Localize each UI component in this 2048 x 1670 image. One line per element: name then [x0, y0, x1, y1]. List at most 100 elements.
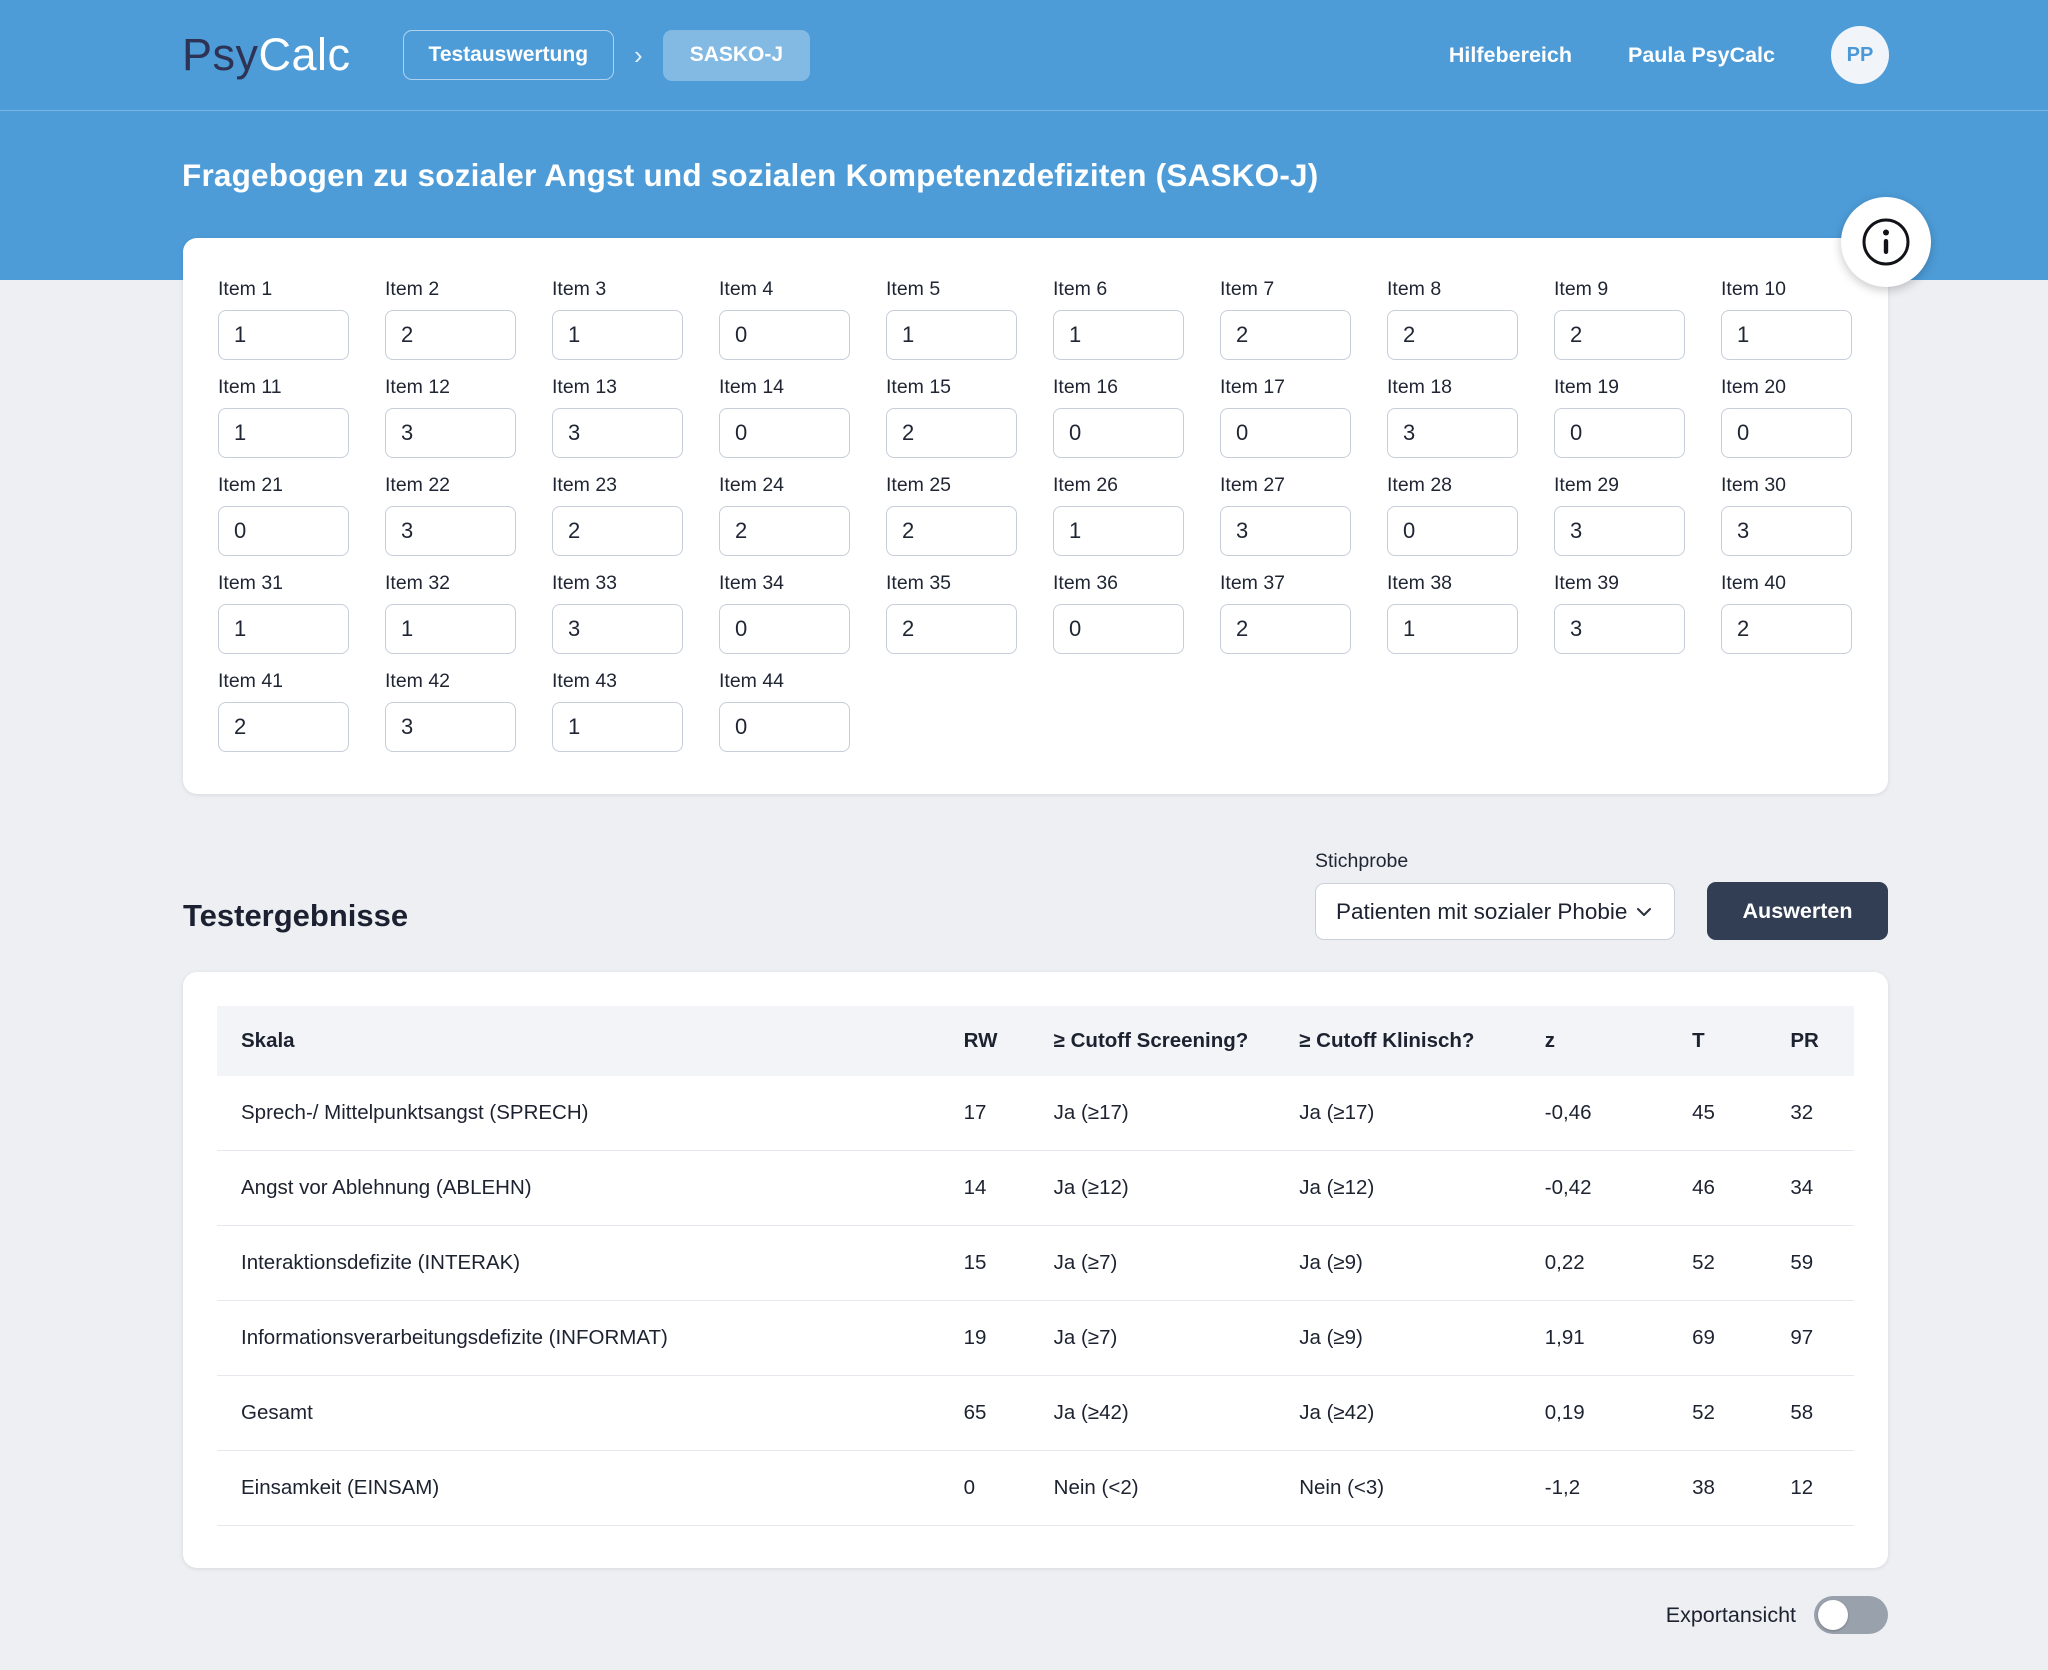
item-input-4[interactable] [719, 310, 850, 360]
export-toggle[interactable] [1814, 1596, 1888, 1634]
item-label-30: Item 30 [1721, 474, 1787, 496]
results-table-head: Skala RW ≥ Cutoff Screening? ≥ Cutoff Klini… [217, 1006, 1854, 1076]
item-input-33[interactable] [552, 604, 683, 654]
results-cell-cutoff_klinisch: Ja (≥9) [1289, 1225, 1535, 1301]
item-input-29[interactable] [1554, 506, 1685, 556]
page-title: Fragebogen zu sozialer Angst und soziale… [182, 157, 1319, 193]
item-input-24[interactable] [719, 506, 850, 556]
results-cell-skala: Informationsverarbeitungsdefizite (INFOR… [217, 1300, 954, 1376]
item-input-37[interactable] [1220, 604, 1351, 654]
results-cell-cutoff_screening: Ja (≥7) [1043, 1225, 1290, 1301]
item-input-34[interactable] [719, 604, 850, 654]
item-label-4: Item 4 [719, 278, 774, 300]
results-row-6: Einsamkeit (EINSAM) 0 Nein (<2) Nein (<3) -1… [217, 1450, 1854, 1526]
item-input-8[interactable] [1387, 310, 1518, 360]
item-input-27[interactable] [1220, 506, 1351, 556]
item-label-22: Item 22 [385, 474, 451, 496]
results-cell-cutoff_klinisch: Ja (≥9) [1289, 1300, 1535, 1376]
results-cell-cutoff_screening: Ja (≥42) [1043, 1375, 1290, 1451]
item-input-36[interactable] [1053, 604, 1184, 654]
item-label-32: Item 32 [385, 572, 451, 594]
item-label-7: Item 7 [1220, 278, 1275, 300]
results-cell-t: 69 [1682, 1300, 1781, 1376]
item-label-21: Item 21 [218, 474, 284, 496]
results-col-header-6: T [1682, 1006, 1781, 1076]
item-input-19[interactable] [1554, 408, 1685, 458]
item-cell: Item 41 [218, 670, 349, 752]
item-cell: Item 34 [719, 572, 850, 654]
item-cell: Item 2 [385, 278, 516, 360]
item-input-30[interactable] [1721, 506, 1852, 556]
item-label-27: Item 27 [1220, 474, 1286, 496]
export-toggle-knob [1818, 1600, 1848, 1630]
results-row-1: Sprech-/ Mittelpunktsangst (SPRECH) 17 Ja … [217, 1076, 1854, 1151]
item-input-18[interactable] [1387, 408, 1518, 458]
item-input-7[interactable] [1220, 310, 1351, 360]
breadcrumb-testauswertung[interactable]: Testauswertung [402, 30, 615, 80]
results-cell-cutoff_klinisch: Ja (≥42) [1289, 1375, 1535, 1451]
item-label-23: Item 23 [552, 474, 618, 496]
item-label-11: Item 11 [218, 376, 282, 398]
results-cell-skala: Gesamt [217, 1375, 954, 1451]
item-input-13[interactable] [552, 408, 683, 458]
item-input-12[interactable] [385, 408, 516, 458]
item-input-5[interactable] [886, 310, 1017, 360]
item-cell: Item 17 [1220, 376, 1351, 458]
results-cell-cutoff_klinisch: Ja (≥17) [1289, 1076, 1535, 1151]
item-input-11[interactable] [218, 408, 349, 458]
item-label-40: Item 40 [1721, 572, 1787, 594]
breadcrumb-sasko-j[interactable]: SASKO-J [662, 29, 811, 81]
item-input-20[interactable] [1721, 408, 1852, 458]
item-input-28[interactable] [1387, 506, 1518, 556]
item-input-3[interactable] [552, 310, 683, 360]
item-input-6[interactable] [1053, 310, 1184, 360]
item-input-39[interactable] [1554, 604, 1685, 654]
item-cell: Item 9 [1554, 278, 1685, 360]
item-input-38[interactable] [1387, 604, 1518, 654]
item-input-22[interactable] [385, 506, 516, 556]
results-cell-z: 0,19 [1534, 1375, 1683, 1451]
item-input-31[interactable] [218, 604, 349, 654]
item-input-9[interactable] [1554, 310, 1685, 360]
item-cell: Item 10 [1721, 278, 1852, 360]
item-input-43[interactable] [552, 702, 683, 752]
item-input-15[interactable] [886, 408, 1017, 458]
results-col-header-2: RW [953, 1006, 1044, 1076]
item-cell: Item 20 [1721, 376, 1852, 458]
results-cell-rw: 0 [953, 1450, 1044, 1526]
item-input-42[interactable] [385, 702, 516, 752]
item-input-17[interactable] [1220, 408, 1351, 458]
sample-select[interactable]: Patienten mit sozialer Phobie [1315, 883, 1675, 940]
evaluate-button[interactable]: Auswerten [1707, 882, 1888, 940]
item-input-16[interactable] [1053, 408, 1184, 458]
info-button[interactable] [1841, 197, 1931, 287]
item-input-2[interactable] [385, 310, 516, 360]
nav-right: Hilfebereich Paula PsyCalc PP [1449, 26, 1889, 84]
item-cell: Item 8 [1387, 278, 1518, 360]
app-logo[interactable]: PsyCalc [182, 29, 351, 81]
results-cell-skala: Einsamkeit (EINSAM) [217, 1450, 954, 1526]
results-card: Skala RW ≥ Cutoff Screening? ≥ Cutoff Klini… [183, 972, 1888, 1568]
item-input-25[interactable] [886, 506, 1017, 556]
item-input-44[interactable] [719, 702, 850, 752]
avatar[interactable]: PP [1831, 26, 1889, 84]
item-input-23[interactable] [552, 506, 683, 556]
item-input-21[interactable] [218, 506, 349, 556]
item-input-10[interactable] [1721, 310, 1852, 360]
item-input-41[interactable] [218, 702, 349, 752]
results-header-row: Skala RW ≥ Cutoff Screening? ≥ Cutoff Klini… [217, 1006, 1854, 1076]
item-cell: Item 24 [719, 474, 850, 556]
item-input-32[interactable] [385, 604, 516, 654]
item-input-14[interactable] [719, 408, 850, 458]
item-input-26[interactable] [1053, 506, 1184, 556]
item-input-35[interactable] [886, 604, 1017, 654]
breadcrumb: Testauswertung › SASKO-J [402, 29, 811, 81]
results-controls: Stichprobe Patienten mit sozialer Phobie… [1315, 850, 1888, 940]
item-input-1[interactable] [218, 310, 349, 360]
results-cell-skala: Sprech-/ Mittelpunktsangst (SPRECH) [217, 1076, 954, 1151]
item-input-40[interactable] [1721, 604, 1852, 654]
results-cell-z: -1,2 [1534, 1450, 1683, 1526]
item-cell: Item 26 [1053, 474, 1184, 556]
user-name[interactable]: Paula PsyCalc [1627, 42, 1775, 67]
help-link[interactable]: Hilfebereich [1448, 42, 1572, 67]
